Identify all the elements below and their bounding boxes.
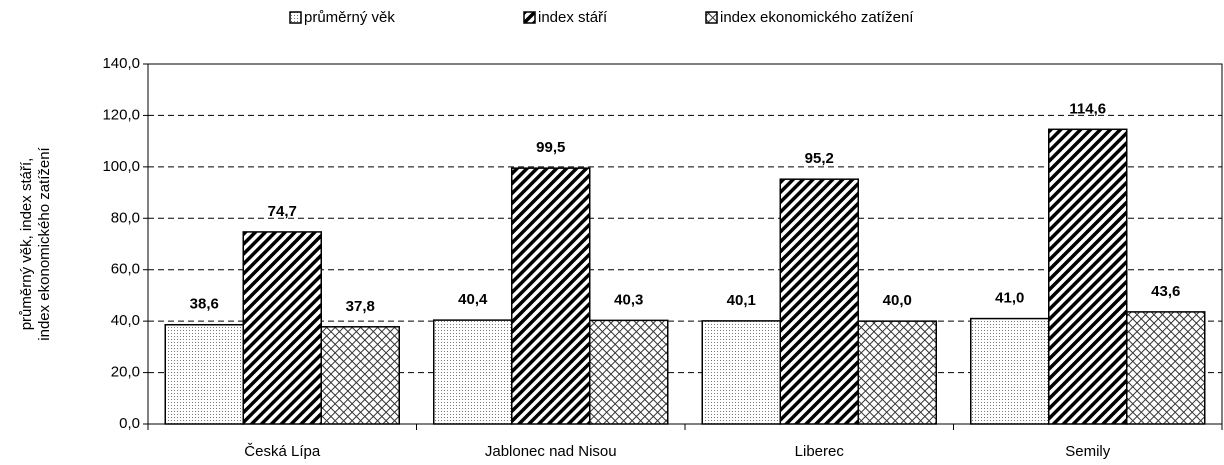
y-tick-label: 40,0	[111, 312, 140, 329]
bar	[511, 167, 591, 425]
value-label: 40,4	[458, 291, 488, 308]
bar	[242, 231, 322, 425]
value-label: 40,0	[883, 292, 912, 309]
y-tick-label: 120,0	[102, 106, 140, 123]
x-tick-label: Česká Lípa	[244, 443, 321, 460]
value-label: 74,7	[268, 203, 297, 220]
legend-label: index stáří	[538, 9, 608, 26]
y-tick-label: 20,0	[111, 364, 140, 381]
y-tick-label: 80,0	[111, 209, 140, 226]
value-label: 99,5	[536, 139, 565, 156]
value-label: 43,6	[1151, 283, 1180, 300]
value-label: 95,2	[805, 150, 834, 167]
y-axis-label-line: index ekonomického zatížení	[36, 146, 53, 340]
value-label: 41,0	[995, 290, 1024, 307]
value-label: 38,6	[190, 296, 219, 313]
y-axis-label-line: průměrný věk, index stáří,	[18, 158, 35, 331]
legend-label: průměrný věk	[304, 9, 395, 26]
value-label: 114,6	[1069, 100, 1106, 117]
legend-label: index ekonomického zatížení	[720, 9, 914, 26]
value-label: 40,1	[727, 292, 756, 309]
legend-swatch	[523, 11, 536, 24]
x-tick-label: Jablonec nad Nisou	[485, 443, 617, 460]
legend-swatch	[289, 11, 302, 24]
y-tick-label: 140,0	[102, 55, 140, 72]
bar	[1126, 311, 1206, 425]
bar	[857, 320, 937, 425]
value-label: 37,8	[346, 298, 375, 315]
bar	[779, 178, 859, 425]
bar	[164, 323, 244, 425]
x-tick-label: Liberec	[795, 443, 845, 460]
y-axis-label: průměrný věk, index stáří,index ekonomic…	[18, 146, 53, 340]
bar	[320, 326, 400, 425]
y-tick-label: 60,0	[111, 261, 140, 278]
bar	[589, 319, 669, 425]
legend-swatch	[705, 11, 718, 24]
y-tick-label: 100,0	[102, 158, 140, 175]
bar	[1048, 128, 1128, 425]
x-tick-label: Semily	[1065, 443, 1111, 460]
bar	[701, 320, 781, 425]
y-tick-label: 0,0	[119, 415, 140, 432]
bar	[433, 319, 513, 425]
value-label: 40,3	[614, 291, 643, 308]
bar	[970, 317, 1050, 425]
